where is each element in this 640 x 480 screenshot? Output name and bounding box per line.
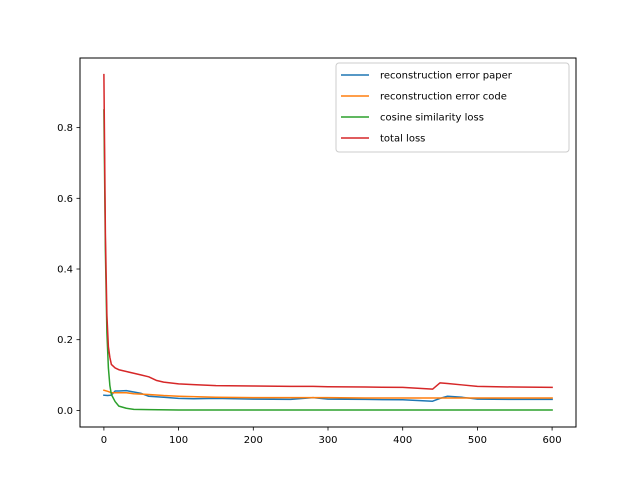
series-layer: [102, 73, 553, 411]
x-tick-label: 200: [244, 435, 263, 446]
y-tick-label: 0.8: [57, 123, 73, 134]
y-tick-label: 0.0: [57, 406, 73, 417]
x-tick-label: 600: [543, 435, 562, 446]
y-axis: 0.0 0.2 0.4 0.6 0.8: [57, 123, 80, 417]
y-tick-label: 0.4: [57, 265, 73, 276]
x-tick-label: 0: [101, 435, 107, 446]
legend-label-0: reconstruction error paper: [380, 71, 513, 82]
x-tick-label: 100: [169, 435, 188, 446]
legend-box: [335, 62, 570, 153]
x-axis: 0 100 200 300 400 500 600: [101, 427, 562, 446]
legend-label-3: total loss: [380, 134, 425, 145]
legend: reconstruction error paper reconstruction…: [335, 62, 570, 153]
y-tick-label: 0.6: [57, 194, 73, 205]
series-line-3: [103, 73, 553, 390]
legend-label-1: reconstruction error code: [380, 92, 507, 103]
series-line-0: [103, 389, 553, 402]
x-tick-label: 500: [468, 435, 487, 446]
y-tick-label: 0.2: [57, 335, 73, 346]
series-line-1: [102, 389, 553, 399]
x-tick-label: 300: [318, 435, 337, 446]
series-line-2: [103, 109, 553, 411]
x-tick-label: 400: [393, 435, 412, 446]
legend-label-2: cosine similarity loss: [380, 113, 484, 124]
